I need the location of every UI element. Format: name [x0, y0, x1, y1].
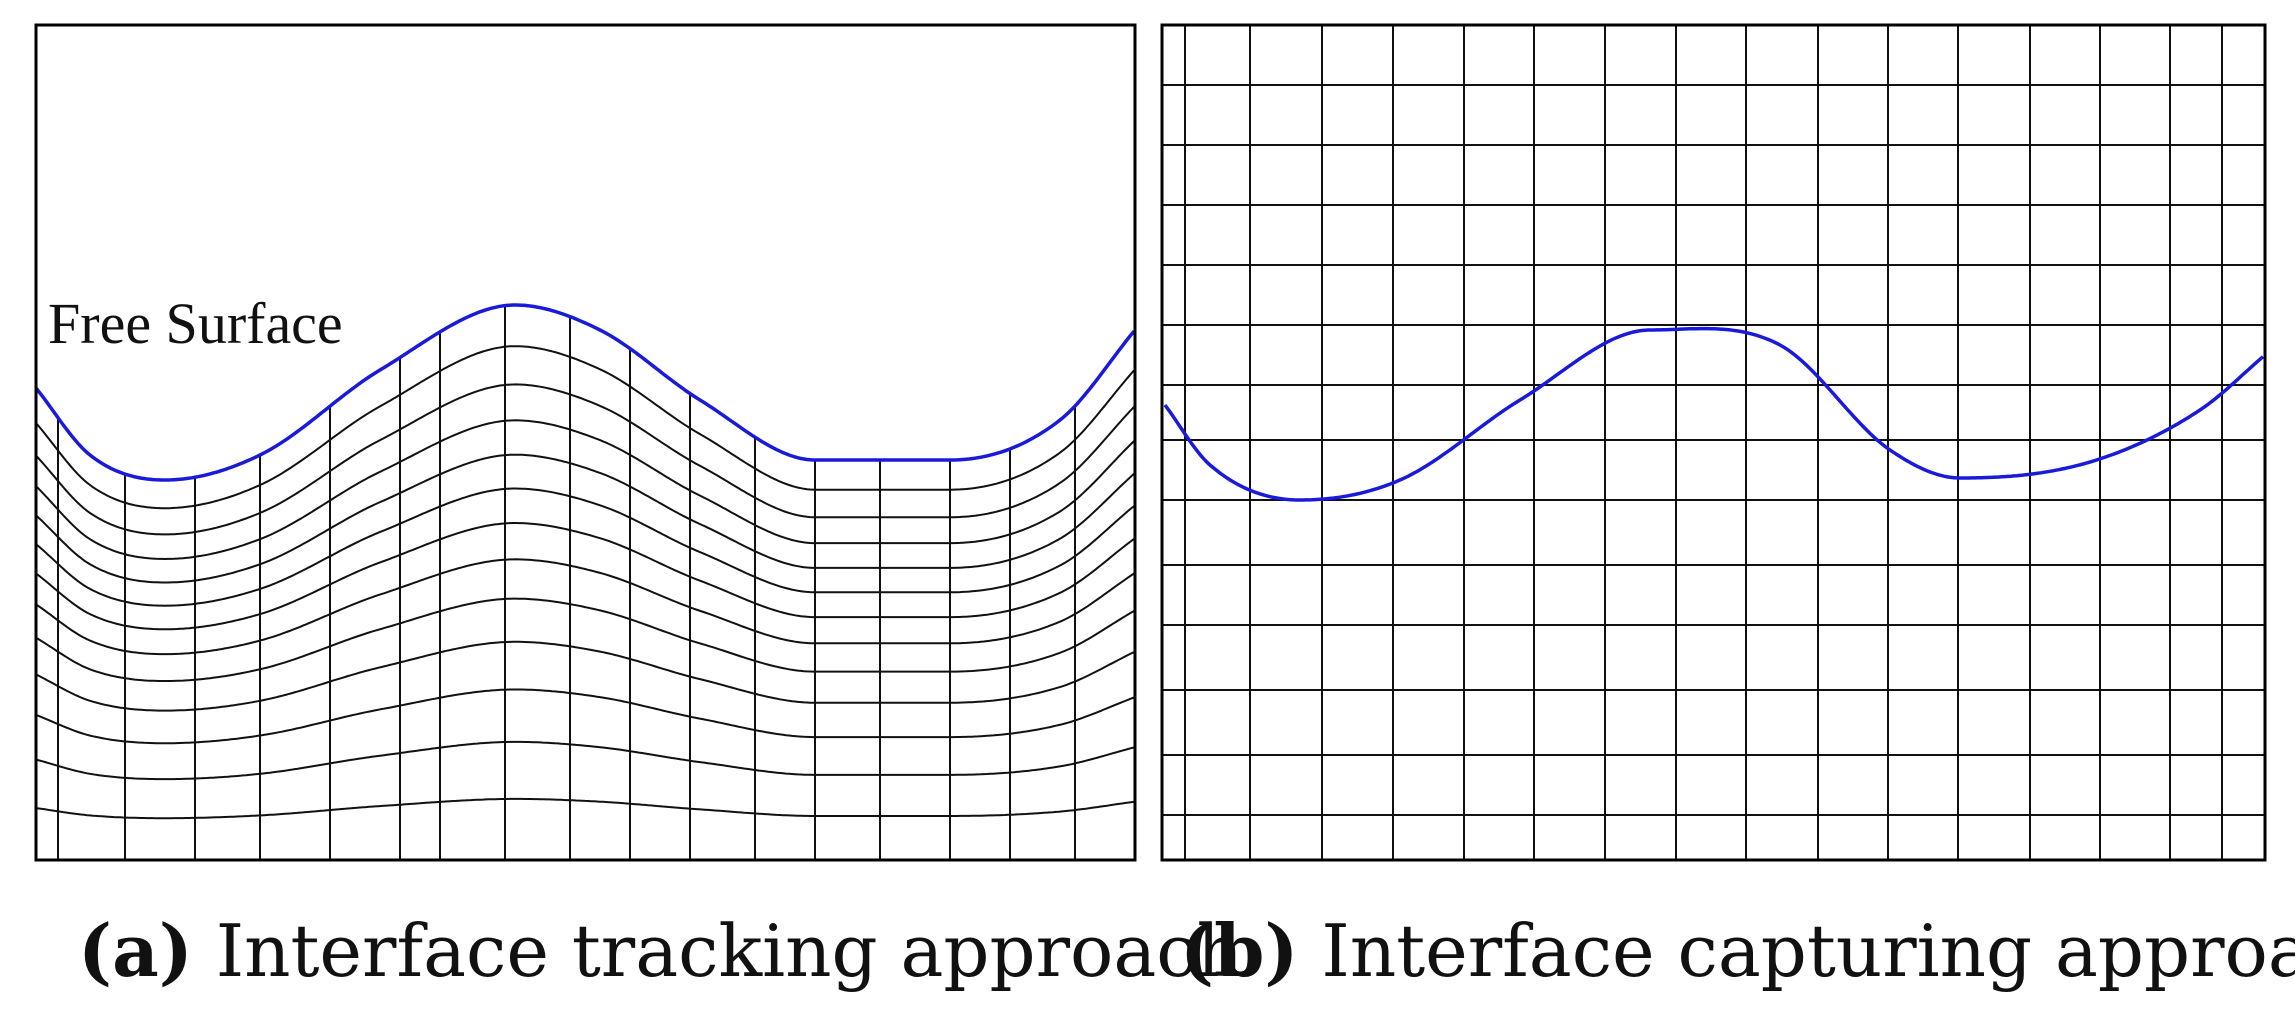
mesh-row-line — [35, 597, 1135, 682]
caption-a-label: (a) — [78, 908, 193, 993]
mesh-row-line — [35, 487, 1135, 607]
mesh-row-line — [35, 797, 1135, 820]
free-surface-curve — [34, 303, 1136, 482]
panel-a-interface-tracking — [34, 23, 1137, 862]
mesh-row-line — [35, 522, 1135, 631]
mesh-row-line — [35, 740, 1135, 781]
caption-b-text: Interface capturing approach — [1321, 909, 2295, 993]
free-surface-label: Free Surface — [48, 291, 343, 356]
panel-a-frame — [34, 23, 1137, 862]
mesh-row-line — [35, 453, 1135, 584]
mesh-row-line — [35, 688, 1135, 745]
caption-a: (a) Interface tracking approach — [78, 915, 1243, 988]
panel-b-frame — [1160, 23, 2267, 862]
caption-b-label: (b) — [1180, 908, 1299, 993]
panel-b-interface-capturing — [1160, 23, 2267, 862]
mesh-row-line — [35, 345, 1135, 510]
caption-a-text: Interface tracking approach — [215, 909, 1243, 993]
caption-b: (b) Interface capturing approach — [1180, 915, 2295, 988]
interface-curve — [1163, 326, 2265, 502]
